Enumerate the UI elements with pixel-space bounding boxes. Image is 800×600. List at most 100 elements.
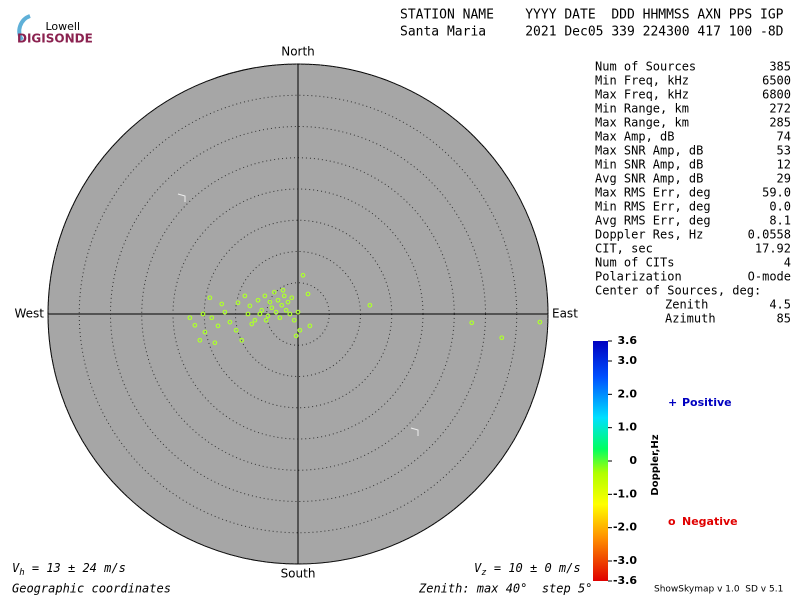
stat-value: 53 — [777, 144, 791, 158]
stat-value: O-mode — [748, 270, 791, 284]
stat-label: Avg RMS Err, deg — [595, 214, 711, 228]
stat-label: Max Range, km — [595, 116, 689, 130]
source-point — [197, 337, 203, 343]
colorbar-tick-label: -1.0 — [613, 487, 637, 500]
velocity-h: Vh = 13 ± 24 m/s — [12, 561, 126, 578]
source-point — [293, 333, 299, 339]
velocity-z: Vz = 10 ± 0 m/s — [474, 561, 581, 578]
source-point — [239, 337, 245, 343]
stat-value: 12 — [777, 158, 791, 172]
source-point — [207, 295, 213, 301]
source-point — [192, 322, 198, 328]
source-point — [287, 311, 293, 317]
stat-label: Azimuth — [665, 312, 716, 326]
source-point — [273, 309, 279, 315]
subscript: z — [481, 568, 486, 578]
source-point — [305, 291, 311, 297]
source-point — [265, 313, 271, 319]
colorbar-tick-label: -3.0 — [613, 554, 637, 567]
source-point — [469, 320, 475, 326]
source-point — [289, 295, 295, 301]
polar-plot: North South East West — [14, 45, 578, 581]
stat-value: 59.0 — [762, 186, 791, 200]
logo-top: Lowell — [45, 20, 80, 33]
source-point — [267, 299, 273, 305]
source-point — [227, 319, 233, 325]
source-point — [367, 302, 373, 308]
stat-label: Num of CITs — [595, 256, 674, 270]
colorbar-tick-label: -2.0 — [613, 521, 637, 534]
stat-value: 6500 — [762, 74, 791, 88]
colorbar-tick-label: 2.0 — [618, 387, 638, 400]
stat-value: 4.5 — [769, 298, 791, 312]
source-point — [235, 300, 241, 306]
stat-label: Min SNR Amp, dB — [595, 158, 703, 172]
source-point — [249, 321, 255, 327]
source-point — [307, 323, 313, 329]
direction-label: North — [281, 45, 315, 59]
symbol: V — [12, 561, 20, 575]
source-point — [257, 311, 263, 317]
source-point — [275, 297, 281, 303]
symbol: V — [474, 561, 482, 575]
stat-value: 4 — [784, 256, 791, 270]
source-point — [269, 305, 275, 311]
footer-zenith: Zenith: max 40° step 5° — [418, 582, 592, 596]
source-point — [209, 315, 215, 321]
legend-text: Positive — [682, 396, 732, 409]
source-point — [262, 293, 268, 299]
stat-label: Max Freq, kHz — [595, 88, 689, 102]
marker — [410, 427, 419, 436]
value: = 10 ± 0 m/s — [487, 561, 581, 575]
source-point — [295, 309, 301, 315]
source-point — [279, 302, 285, 308]
stats-table: Num of Sources 385 Min Freq, kHz 6500 Max Fr… — [595, 60, 791, 326]
footer-version: ShowSkymap v 1.0 SD v 5.1 — [654, 585, 783, 595]
source-point — [219, 301, 225, 307]
source-point — [263, 317, 269, 323]
stat-label: Polarization — [595, 270, 682, 284]
source-point — [297, 327, 303, 333]
stat-value: 85 — [777, 312, 791, 326]
stat-label: Min RMS Err, deg — [595, 200, 711, 214]
stat-label: Max Amp, dB — [595, 130, 674, 144]
colorbar-tick-label: 3.0 — [618, 354, 638, 367]
logo-arc — [17, 14, 31, 42]
source-point — [285, 299, 291, 305]
source-point — [259, 307, 265, 313]
source-point — [277, 315, 283, 321]
stat-value: 0.0558 — [748, 228, 791, 242]
source-point — [252, 317, 258, 323]
source-point — [281, 293, 287, 299]
stat-value: 285 — [769, 116, 791, 130]
colorbar-tick-label: -3.6 — [613, 574, 637, 587]
subscript: h — [19, 568, 24, 578]
legend-symbol: + — [668, 396, 677, 409]
direction-label: East — [552, 307, 578, 321]
source-point — [280, 287, 286, 293]
source-point — [187, 315, 193, 321]
source-point — [537, 319, 543, 325]
colorbar-tick-label: 3.6 — [618, 334, 638, 347]
source-point — [222, 309, 228, 315]
source-point — [215, 323, 221, 329]
marker — [177, 193, 186, 202]
stat-value: 6800 — [762, 88, 791, 102]
colorbar-label: Doppler,Hz — [650, 434, 661, 495]
source-point — [271, 289, 277, 295]
stat-value: 74 — [777, 130, 791, 144]
stat-label: Min Range, km — [595, 102, 689, 116]
source-point — [212, 340, 218, 346]
source-point — [233, 327, 239, 333]
colorbar-tick-label: 1.0 — [618, 421, 638, 434]
stat-value: 385 — [769, 60, 791, 74]
value: = 13 ± 24 m/s — [25, 561, 126, 575]
stat-value: 0.0 — [769, 200, 791, 214]
source-point — [247, 303, 253, 309]
source-point — [283, 307, 289, 313]
header-line: Santa Maria 2021 Dec05 339 224300 417 10… — [400, 25, 784, 40]
colorbar — [593, 341, 608, 581]
source-point — [255, 297, 261, 303]
legend-symbol: o — [668, 515, 676, 528]
